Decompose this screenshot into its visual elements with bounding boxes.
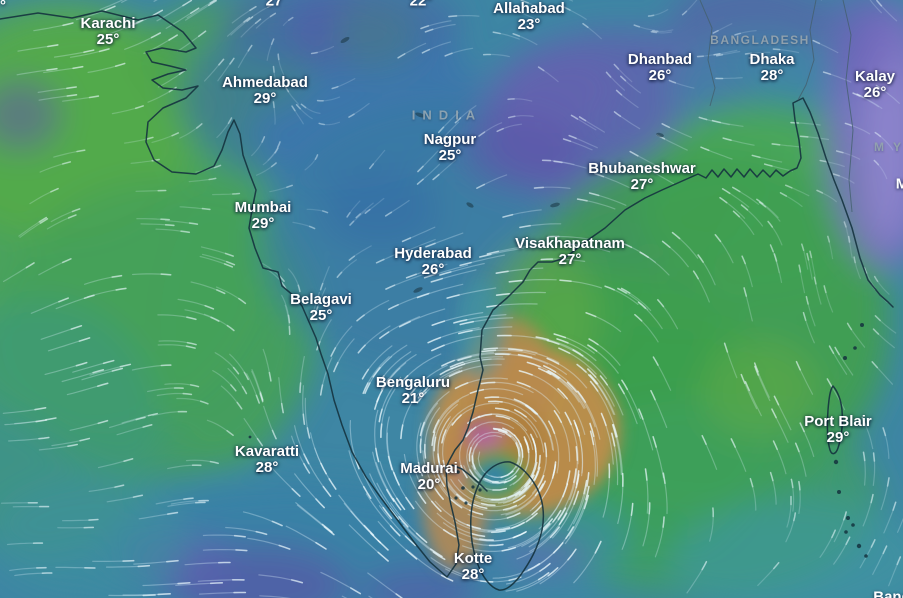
- terrain-marks-layer: [340, 36, 664, 293]
- coastline-india: [0, 10, 894, 578]
- coastline-andaman: [826, 385, 844, 455]
- islets-layer: [248, 323, 868, 558]
- coastline-layer: [0, 10, 894, 591]
- border-layer: [699, 0, 854, 213]
- coastline-sri-lanka: [470, 461, 545, 591]
- border-myanmar: [842, 0, 854, 213]
- border-bangladesh-east: [797, 0, 817, 101]
- coastline-rameswaram-spit: [451, 464, 488, 492]
- border-bangladesh-west: [699, 0, 716, 107]
